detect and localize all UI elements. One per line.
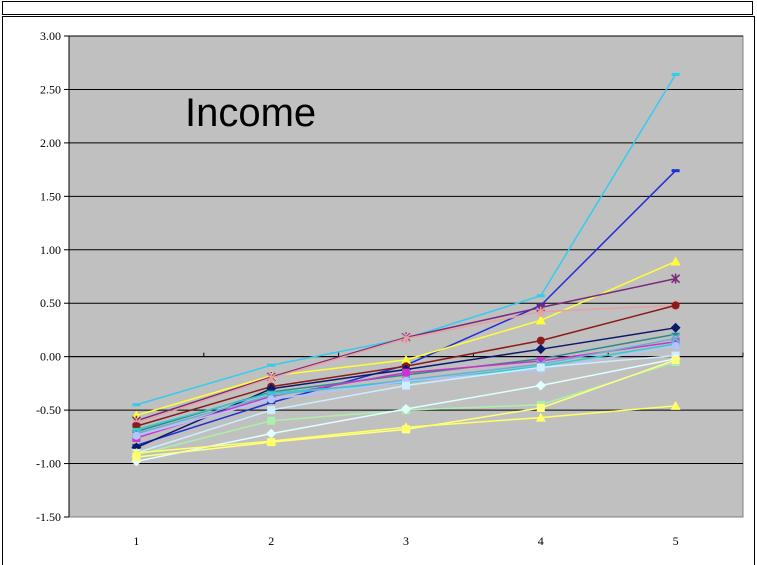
data-point — [536, 363, 545, 372]
y-tick-label: 2.50 — [40, 82, 61, 96]
data-point — [132, 453, 141, 462]
data-point — [267, 416, 276, 425]
data-point — [535, 412, 546, 422]
data-point — [401, 333, 411, 344]
x-tick-label: 4 — [538, 534, 544, 548]
data-point — [671, 337, 680, 346]
series-layer — [131, 72, 681, 467]
x-tick-label: 2 — [268, 534, 274, 548]
data-point — [132, 431, 141, 440]
data-point — [670, 322, 681, 333]
y-tick-label: 1.50 — [40, 189, 61, 203]
x-axis-ticks: 1 2 3 4 5 — [133, 534, 678, 548]
x-tick-label: 3 — [403, 534, 409, 548]
y-tick-label: -1.00 — [36, 457, 61, 471]
data-point — [671, 301, 680, 310]
y-axis-ticks: 3.00 2.50 2.00 1.50 1.00 0.50 0.00 -0.50 -1.00 -1… — [36, 29, 69, 524]
plot-area — [68, 35, 744, 518]
x-tick-label: 1 — [133, 534, 139, 548]
data-point — [267, 406, 276, 415]
chart-frame: 3.00 2.50 2.00 1.50 1.00 0.50 0.00 -0.50 -1.00 -1… — [2, 16, 755, 565]
data-point — [535, 315, 546, 325]
data-point — [671, 341, 680, 350]
y-tick-label: -0.50 — [36, 403, 61, 417]
data-point — [670, 333, 681, 344]
x-tick-label: 5 — [673, 534, 679, 548]
data-point — [536, 403, 545, 412]
data-point — [267, 395, 276, 404]
data-point — [266, 373, 276, 384]
line-chart: 3.00 2.50 2.00 1.50 1.00 0.50 0.00 -0.50 -1.00 -1… — [36, 29, 744, 548]
y-tick-label: 2.00 — [40, 136, 61, 150]
data-point — [671, 273, 681, 284]
data-point — [402, 381, 410, 390]
data-point — [266, 428, 277, 439]
data-point — [266, 436, 277, 446]
data-point — [535, 380, 546, 391]
data-point — [536, 356, 545, 365]
y-tick-label: 3.00 — [40, 29, 61, 43]
data-point — [401, 354, 411, 364]
data-point — [131, 447, 142, 457]
y-tick-label: 0.00 — [40, 350, 61, 364]
data-point — [536, 306, 546, 317]
data-point — [402, 368, 410, 377]
y-tick-label: -1.50 — [36, 510, 61, 524]
data-point — [670, 256, 681, 266]
series-17 — [131, 400, 681, 457]
data-point — [401, 404, 411, 415]
y-tick-label: 1.00 — [40, 243, 61, 257]
data-point — [671, 355, 680, 364]
top-border-strip — [2, 1, 753, 15]
data-point — [535, 344, 546, 355]
data-point — [670, 400, 681, 410]
data-point — [536, 336, 545, 345]
y-tick-label: 0.50 — [40, 296, 61, 310]
data-point — [401, 422, 411, 432]
chart-title: Income — [185, 91, 316, 135]
